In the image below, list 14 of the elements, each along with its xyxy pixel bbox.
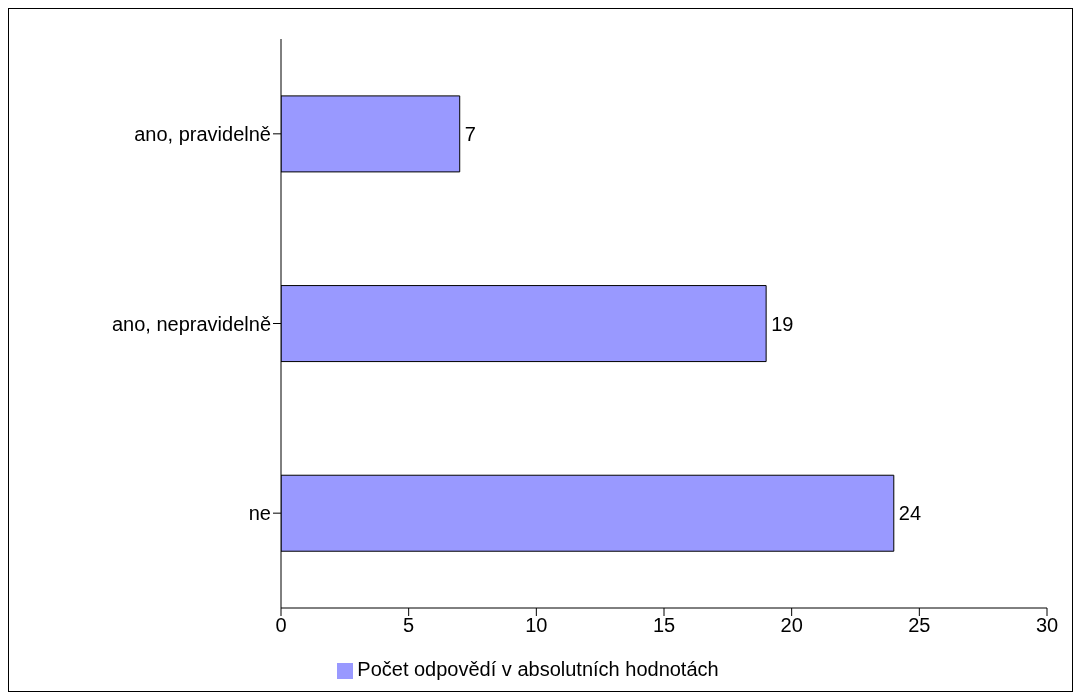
data-label: 24 bbox=[898, 502, 922, 525]
x-tick-label: 0 bbox=[275, 614, 287, 637]
x-tick-label: 15 bbox=[652, 614, 676, 637]
x-tick-label: 25 bbox=[908, 614, 931, 637]
x-tick-label: 5 bbox=[403, 614, 415, 637]
x-tick-label: 10 bbox=[525, 614, 548, 637]
y-tick-label: ne bbox=[248, 502, 271, 525]
data-label: 7 bbox=[464, 123, 476, 145]
x-tick-label: 20 bbox=[780, 614, 803, 637]
y-tick-label: ano, pravidelně bbox=[134, 122, 271, 145]
x-tick-label: 30 bbox=[1035, 614, 1059, 637]
legend-label: Počet odpovědí v absolutních hodnotách bbox=[357, 658, 719, 680]
y-tick-label: ano, nepravidelně bbox=[111, 312, 271, 335]
data-label: 19 bbox=[771, 312, 794, 335]
